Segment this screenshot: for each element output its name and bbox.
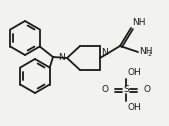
Text: NH: NH [139, 48, 152, 56]
Text: N: N [58, 54, 65, 62]
Text: O: O [143, 86, 150, 94]
Text: 2: 2 [147, 52, 151, 57]
Text: OH: OH [127, 103, 141, 112]
Text: N: N [101, 48, 108, 57]
Text: NH: NH [132, 18, 146, 27]
Text: S: S [123, 86, 129, 94]
Text: O: O [102, 86, 109, 94]
Text: OH: OH [127, 68, 141, 77]
